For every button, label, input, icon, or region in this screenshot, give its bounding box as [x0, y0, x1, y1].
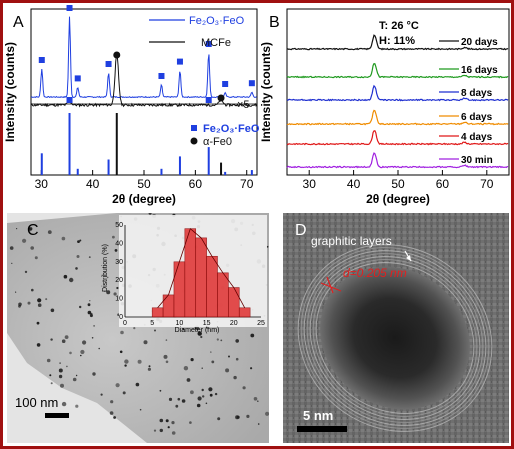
panel-c-scale-label: 100 nm	[15, 395, 58, 410]
histogram-bar	[195, 237, 207, 318]
legend-label: 16 days	[461, 65, 498, 76]
panel-b-chart: 30 40 50 60 70 20 days 16 days 8 days 6 days 4 d…	[261, 8, 510, 206]
inset-xlabel: Diameter (nm)	[175, 327, 220, 334]
legend-label: 8 days	[461, 88, 493, 99]
panel-b-ylabel: Intensity (counts)	[261, 42, 273, 142]
a-xtick-label: 60	[189, 177, 203, 191]
peak-marker-square	[38, 57, 45, 63]
legend-label-alpha-fe: α-Fe0	[203, 136, 232, 148]
spacing-label: d=0.205 nm	[343, 266, 407, 280]
inset-xtick-label: 15	[203, 320, 211, 327]
panel-a-plot-area	[30, 8, 258, 176]
series-line-30-min	[286, 152, 509, 169]
peak-marker-square	[176, 58, 183, 65]
inset-ytick-label: 30	[115, 259, 123, 266]
histogram-bar	[238, 307, 251, 318]
panel-c-tem-image: C 100 nm 0 5 10 15 20 25 0 10 20 30 40 50 Distribut…	[7, 213, 269, 443]
panel-a-chart: 30 40 50 60 70 A Intensity (counts) 2θ (degr…	[5, 5, 259, 206]
panel-a-letter: A	[13, 14, 24, 31]
b-xtick-label: 30	[303, 177, 317, 191]
b-xtick-label: 50	[391, 177, 405, 191]
panel-d-scale-bar	[297, 426, 347, 432]
legend-label-fe2o3: Fe₂O₃·FeO	[189, 15, 245, 27]
panel-b-letter: B	[269, 14, 280, 31]
legend-label: 6 days	[461, 112, 493, 123]
graphitic-layers-label: graphitic layers	[311, 234, 392, 248]
histogram-bar	[206, 255, 218, 318]
scale-note: ×5	[237, 99, 250, 111]
peak-marker-square	[222, 81, 229, 87]
spacing-marker-cross	[326, 276, 334, 294]
panel-a-ylabel: Intensity (counts)	[5, 42, 17, 142]
series-line-4-days	[286, 130, 509, 146]
panel-c-scale-bar	[45, 413, 69, 418]
inset-ytick-label: 20	[115, 277, 123, 284]
inset-ytick-label: 50	[115, 222, 123, 229]
inset-xtick-label: 10	[176, 320, 184, 327]
legend-label: 20 days	[461, 37, 498, 48]
panel-d-hrtem-image: D graphitic layers d=0.205 nm 5 nm	[283, 213, 509, 443]
histogram-bar	[217, 272, 229, 318]
histogram-bar	[173, 261, 186, 318]
inset-xtick-label: 20	[230, 320, 238, 327]
peak-marker-square	[74, 75, 81, 82]
arrow-head-icon	[406, 255, 411, 261]
peak-marker-square	[205, 97, 212, 103]
histogram-bar	[184, 228, 197, 318]
inset-xtick-label: 5	[150, 320, 154, 327]
a-xtick-label: 50	[137, 177, 151, 191]
condition-temperature: T: 26 °C	[379, 20, 419, 32]
nanoparticle-core	[320, 266, 470, 410]
legend-square-icon	[191, 125, 197, 131]
inset-ylabel: Distribution (%)	[102, 244, 109, 292]
peak-marker-square	[105, 61, 112, 67]
panel-a-xlabel: 2θ (degree)	[112, 192, 176, 206]
legend-label-fe2o3-ref: Fe₂O₃·FeO	[203, 123, 259, 135]
histogram-bar	[228, 287, 240, 318]
peak-marker-circle	[113, 51, 121, 59]
legend-circle-icon	[190, 137, 198, 145]
b-xtick-label: 40	[347, 177, 361, 191]
series-line-20-days	[286, 34, 509, 51]
a-xtick-label: 40	[86, 177, 100, 191]
histogram-fit-line	[157, 228, 246, 309]
histogram-bar	[151, 307, 164, 318]
peak-marker-square	[248, 80, 255, 87]
series-line-6-days	[286, 109, 509, 126]
b-xtick-label: 70	[480, 177, 494, 191]
peak-marker-square	[66, 97, 73, 103]
peak-marker-square	[66, 5, 73, 11]
legend-label: 30 min	[461, 155, 493, 166]
inset-xtick-label: 0	[123, 320, 127, 327]
b-xtick-label: 60	[436, 177, 450, 191]
series-line-16-days	[286, 63, 509, 79]
legend-label-mcfe: MCFe	[201, 37, 231, 49]
panel-c-letter: C	[27, 222, 39, 239]
peak-marker-square	[205, 41, 212, 47]
histogram-bar	[162, 294, 175, 318]
a-xtick-label: 30	[35, 177, 49, 191]
peak-marker-square	[158, 73, 165, 79]
condition-humidity: H: 11%	[379, 35, 415, 47]
inset-ytick-label: 10	[115, 296, 123, 303]
inset-xtick-label: 25	[257, 320, 265, 327]
panel-d-letter: D	[295, 222, 307, 239]
inset-ytick-label: 0	[119, 314, 123, 321]
inset-ytick-label: 40	[115, 240, 123, 247]
legend-label: 4 days	[461, 132, 493, 143]
a-xtick-label: 70	[240, 177, 254, 191]
series-line-8-days	[286, 84, 509, 102]
peak-marker-circle	[217, 94, 225, 102]
graphitic-layer-rings	[297, 244, 493, 432]
panel-b-plot-area	[286, 8, 510, 176]
panel-b-xlabel: 2θ (degree)	[366, 192, 430, 206]
panel-d-scale-label: 5 nm	[303, 408, 333, 423]
